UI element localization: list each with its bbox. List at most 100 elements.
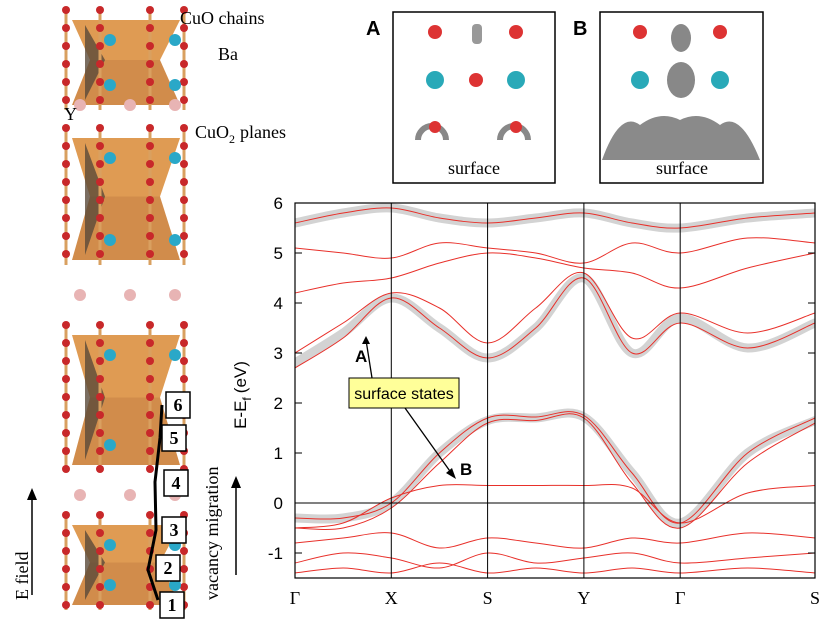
atom-o (180, 124, 188, 132)
atom-o (180, 24, 188, 32)
step-box (159, 591, 185, 619)
label-ba: Ba (218, 44, 238, 64)
atom-o (180, 250, 188, 258)
polyhedron (85, 530, 105, 600)
inset-caption: surface (448, 158, 500, 178)
atom-o (96, 214, 104, 222)
atom-o (96, 60, 104, 68)
atom-o (96, 321, 104, 329)
atom-ba (169, 579, 181, 591)
atom-o (146, 124, 154, 132)
y-tick-label: 3 (274, 344, 283, 363)
atom-o (146, 250, 154, 258)
atom-o (96, 547, 104, 555)
step-number: 3 (170, 520, 179, 540)
atom-o (96, 565, 104, 573)
y-tick-label: -1 (268, 544, 283, 563)
atom-o (62, 547, 70, 555)
atom-o (96, 24, 104, 32)
atom-o (96, 601, 104, 609)
atom-o (62, 429, 70, 437)
atom-ba (169, 152, 181, 164)
y-label-main: E-E (231, 401, 250, 429)
band (295, 252, 815, 294)
atom-o (96, 232, 104, 240)
atom-o (62, 60, 70, 68)
atom-o (96, 583, 104, 591)
atom-o (62, 321, 70, 329)
x-tick-label: Y (577, 588, 590, 608)
atom-o (96, 96, 104, 104)
annotation: A (355, 347, 367, 366)
band (295, 532, 815, 549)
atom-o (180, 565, 188, 573)
band (295, 562, 815, 574)
step-number: 4 (172, 473, 181, 493)
atom-ba (104, 539, 116, 551)
atom-o (62, 124, 70, 132)
atom-o (62, 96, 70, 104)
atom-o (180, 160, 188, 168)
atom-o (96, 429, 104, 437)
x-tick-label: S (483, 588, 493, 608)
atom-o (146, 411, 154, 419)
atom-o (96, 411, 104, 419)
step-number: 5 (170, 428, 179, 448)
atom-o (62, 529, 70, 537)
atom-o (146, 375, 154, 383)
band (295, 484, 815, 529)
atom-ba (169, 79, 181, 91)
atom-ba (169, 234, 181, 246)
atom-o (62, 6, 70, 14)
atom-o (62, 511, 70, 519)
atom-o (62, 447, 70, 455)
y-axis-label: E-Ef (eV) (231, 361, 254, 429)
atom-o (96, 196, 104, 204)
atom-o (146, 96, 154, 104)
atom-y (74, 99, 86, 111)
atom-o (62, 411, 70, 419)
atom-o (96, 465, 104, 473)
atom-y (74, 489, 86, 501)
annotation: surface states (354, 386, 454, 403)
x-tick-label: S (810, 588, 819, 608)
step-number: 2 (164, 558, 173, 578)
y-tick-label: 6 (274, 194, 283, 213)
arrow (404, 407, 453, 475)
band (295, 273, 815, 368)
band-structure: Γ X S Y Γ S -1 0 1 2 3 4 5 6 E-Ef (eV) surface states A B (231, 194, 819, 608)
label-cuo2: CuO2 planes (195, 122, 286, 146)
arrowhead (231, 476, 241, 488)
band (295, 408, 815, 528)
band (295, 272, 815, 354)
atom-o (96, 339, 104, 347)
atom-o (62, 160, 70, 168)
step-number: 6 (174, 395, 183, 415)
atom-o (180, 42, 188, 50)
atom-o (62, 250, 70, 258)
atom-o (146, 511, 154, 519)
atom-y (74, 289, 86, 301)
x-tick-label: Γ (290, 588, 300, 608)
atom-o (146, 232, 154, 240)
atom-o (62, 142, 70, 150)
vacancy-migration: vacancy migration (202, 467, 222, 600)
atom-o (62, 78, 70, 86)
atom-o (96, 250, 104, 258)
atom-o (146, 339, 154, 347)
x-tick-label: X (385, 588, 398, 608)
e-field: E field (12, 552, 32, 600)
atom-ba (104, 439, 116, 451)
step-number: 1 (168, 595, 177, 615)
plot-frame (294, 202, 816, 579)
atom-o (62, 393, 70, 401)
atom-o (146, 601, 154, 609)
migration-path (146, 404, 164, 601)
atom-o (146, 357, 154, 365)
atom-ba (169, 349, 181, 361)
atom-y (169, 99, 181, 111)
atom-o (96, 6, 104, 14)
atom-o (96, 78, 104, 86)
step-box (163, 469, 189, 497)
